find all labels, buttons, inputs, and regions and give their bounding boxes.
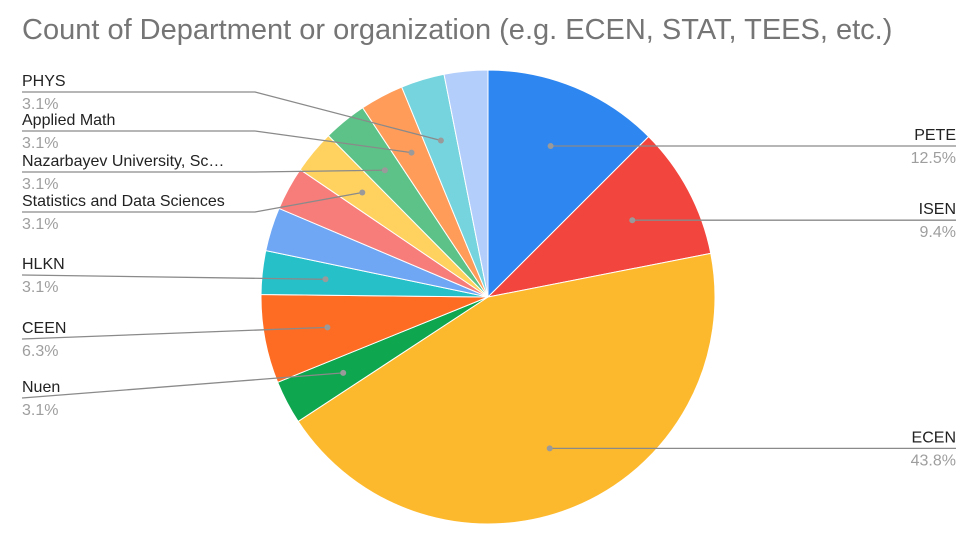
leader-dot-phys (437, 137, 444, 144)
slice-label-applied-math: Applied Math (22, 112, 115, 129)
slice-label-ecen: ECEN (912, 429, 956, 446)
slice-percent-nazarbayev-university-sc: 3.1% (22, 176, 58, 193)
pie-slice-isen (486, 135, 712, 298)
leader-dot-nuen (340, 369, 347, 376)
slice-label-nazarbayev-university-sc: Nazarbayev University, Sc… (22, 153, 224, 170)
chart-title: Count of Department or organization (e.g… (22, 14, 893, 46)
slice-label-pete: PETE (914, 127, 956, 144)
leader-dot-applied-math (408, 149, 415, 156)
leader-line-nuen (21, 372, 344, 399)
pie-labels: PETE 12.5% ISEN 9.4% ECEN 43.8% Nuen 3.1% CEEN 6.… (21, 73, 956, 469)
slice-label-ceen: CEEN (22, 320, 66, 337)
leader-dot-pete (547, 143, 554, 149)
leader-dot-ecen (546, 445, 553, 452)
leader-dot-ceen (324, 324, 331, 331)
leader-dot-nazarbayev-university-sc (381, 167, 388, 174)
slice-percent-pete: 12.5% (911, 150, 956, 167)
pie-slice-ecen (297, 252, 716, 525)
slice-label-statistics-and-data-sciences: Statistics and Data Sciences (22, 193, 225, 210)
slice-percent-statistics-and-data-sciences: 3.1% (22, 216, 58, 233)
pie-slice-unlabeled-12 (443, 69, 489, 298)
leader-line-hlkn (21, 274, 326, 280)
slice-percent-applied-math: 3.1% (22, 135, 58, 152)
slice-percent-isen: 9.4% (920, 224, 956, 241)
leader-dot-statistics-and-data-sciences (359, 189, 366, 196)
pie-slice-pete (487, 69, 650, 299)
leader-dot-isen (629, 217, 636, 224)
slice-label-isen: ISEN (919, 201, 956, 218)
slice-percent-hlkn: 3.1% (22, 279, 58, 296)
slice-percent-ceen: 6.3% (22, 343, 58, 360)
leader-line-nazarbayev-university-sc (22, 169, 385, 173)
leader-line-applied-math (22, 130, 412, 154)
pie-slices (260, 69, 716, 525)
leader-line-phys (22, 91, 442, 142)
slice-label-nuen: Nuen (22, 379, 60, 396)
slice-label-phys: PHYS (22, 73, 66, 90)
leader-line-statistics-and-data-sciences (22, 191, 363, 213)
slice-percent-phys: 3.1% (22, 96, 58, 113)
leader-line-ceen (21, 326, 328, 340)
leader-dot-hlkn (322, 276, 329, 283)
slice-percent-nuen: 3.1% (22, 402, 58, 419)
slice-label-hlkn: HLKN (22, 256, 65, 273)
slice-percent-ecen: 43.8% (911, 452, 956, 469)
